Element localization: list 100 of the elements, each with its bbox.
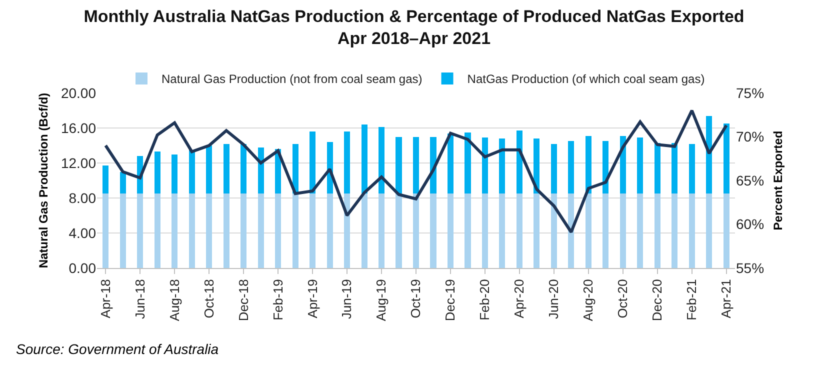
bar bbox=[585, 194, 592, 268]
bar bbox=[516, 130, 522, 194]
bar bbox=[499, 138, 506, 194]
legend-label: Natural Gas Production (not from coal seam gas) bbox=[162, 72, 422, 86]
bar bbox=[258, 147, 264, 194]
bar bbox=[120, 194, 126, 268]
bar bbox=[620, 194, 626, 268]
chart-title: Monthly Australia NatGas Production & Percentage of Produced NatGas Exported Apr 2018–Apr 2021 bbox=[84, 6, 744, 48]
y2-tick-label: 70% bbox=[736, 128, 764, 145]
y2-tick-label: 55% bbox=[736, 260, 764, 276]
bar bbox=[464, 132, 471, 194]
bar bbox=[102, 166, 109, 194]
bar bbox=[172, 194, 178, 268]
source-note: Source: Government of Australia bbox=[16, 341, 219, 357]
bar bbox=[447, 133, 454, 194]
y-tick-label: 4.00 bbox=[68, 224, 96, 241]
bar bbox=[292, 194, 298, 268]
bar bbox=[654, 194, 660, 268]
x-tick-label: Apr-21 bbox=[718, 279, 734, 318]
bar bbox=[637, 194, 644, 268]
bar bbox=[672, 142, 678, 194]
bar bbox=[240, 194, 247, 268]
y2-tick-label: 60% bbox=[736, 216, 764, 232]
bar bbox=[188, 194, 195, 268]
bar bbox=[326, 194, 333, 268]
x-tick-label: Feb-21 bbox=[684, 279, 700, 320]
y2-tick-label: 75% bbox=[736, 84, 764, 101]
bar bbox=[172, 154, 178, 194]
x-tick-label: Feb-19 bbox=[270, 279, 286, 320]
y2-tick-label: 65% bbox=[736, 172, 764, 188]
bar bbox=[258, 194, 264, 268]
bar bbox=[344, 132, 350, 194]
bar bbox=[550, 194, 557, 268]
bar bbox=[550, 144, 557, 194]
bar bbox=[310, 132, 316, 194]
y-tick-label: 16.00 bbox=[60, 120, 96, 136]
bar bbox=[482, 138, 488, 194]
bar bbox=[137, 194, 144, 268]
y-axis-title: Natural Gas Production (Bcf/d) bbox=[36, 92, 50, 268]
bar bbox=[361, 194, 368, 268]
bar bbox=[154, 152, 160, 194]
y-tick-label: 8.00 bbox=[68, 190, 96, 206]
bar bbox=[499, 194, 506, 268]
bar bbox=[706, 116, 712, 194]
bar bbox=[344, 194, 350, 268]
bar bbox=[602, 194, 609, 268]
bar bbox=[585, 136, 592, 194]
x-tick-label: Dec-19 bbox=[442, 279, 458, 322]
x-tick-label: Aug-19 bbox=[374, 279, 389, 322]
x-tick-label: Jun-19 bbox=[339, 279, 354, 319]
bar bbox=[654, 142, 660, 194]
bar bbox=[723, 194, 730, 268]
x-tick-label: Dec-18 bbox=[236, 279, 251, 322]
bar bbox=[223, 194, 230, 268]
bar bbox=[534, 194, 540, 268]
line-series bbox=[104, 109, 728, 234]
bar bbox=[396, 136, 402, 194]
bar bbox=[516, 194, 522, 268]
bar bbox=[688, 144, 695, 194]
y-tick-label: 0.00 bbox=[68, 260, 96, 276]
bar bbox=[430, 194, 436, 268]
x-tick-label: Dec-20 bbox=[650, 279, 665, 322]
bar bbox=[206, 146, 212, 194]
x-tick-label: Aug-20 bbox=[580, 279, 596, 322]
bar bbox=[447, 194, 454, 268]
bar bbox=[188, 150, 195, 194]
bar bbox=[154, 194, 160, 268]
x-tick-label: Jun-20 bbox=[546, 279, 562, 319]
bar bbox=[292, 144, 298, 194]
bar bbox=[396, 194, 402, 268]
bar bbox=[568, 141, 574, 194]
x-tick-label: Apr-19 bbox=[304, 279, 320, 318]
x-tick-label: Apr-20 bbox=[512, 279, 527, 318]
bar bbox=[378, 127, 385, 194]
bar bbox=[240, 144, 247, 194]
x-tick-label: Apr-18 bbox=[98, 279, 113, 318]
x-tick-label: Jun-18 bbox=[132, 279, 148, 319]
bar bbox=[120, 172, 126, 194]
legend-label: NatGas Production (of which coal seam gas) bbox=[467, 72, 705, 86]
bar bbox=[464, 194, 471, 268]
bar bbox=[672, 194, 678, 268]
bar bbox=[412, 194, 420, 268]
bar bbox=[723, 124, 730, 194]
bar bbox=[568, 194, 574, 268]
y2-axis-title: Percent Exported bbox=[770, 130, 785, 230]
bar bbox=[275, 194, 282, 268]
bar bbox=[482, 194, 488, 268]
bar bbox=[310, 194, 316, 268]
bar bbox=[706, 194, 712, 268]
bar bbox=[361, 124, 368, 194]
bar bbox=[223, 144, 230, 194]
bar bbox=[378, 194, 385, 268]
x-tick-label: Oct-19 bbox=[408, 279, 424, 318]
bar bbox=[412, 136, 420, 194]
bar bbox=[102, 194, 109, 268]
bar bbox=[688, 194, 695, 268]
x-tick-label: Oct-18 bbox=[201, 279, 216, 318]
y-tick-label: 12.00 bbox=[60, 154, 96, 171]
x-tick-label: Aug-18 bbox=[166, 279, 182, 322]
bar bbox=[206, 194, 212, 268]
